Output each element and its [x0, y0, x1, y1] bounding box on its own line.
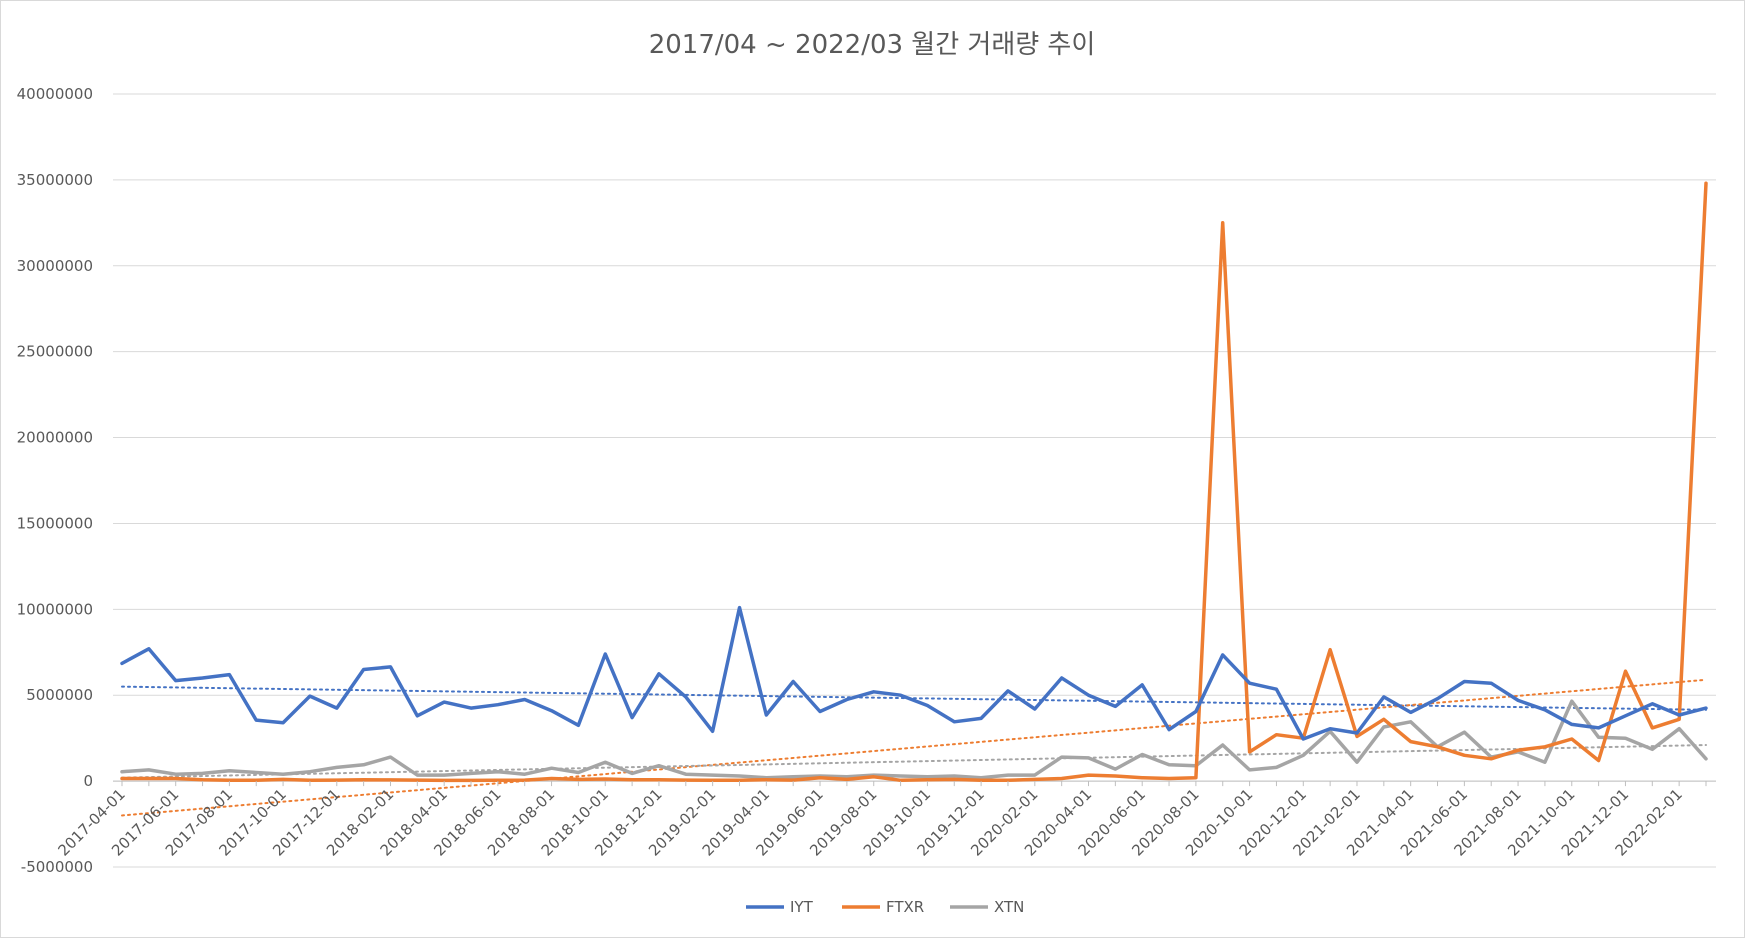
x-axis-tick-labels: 2017-04-012017-06-012017-08-012017-10-01…	[54, 781, 1707, 860]
legend-label-ftxr: FTXR	[886, 898, 924, 916]
series-line-ftxr	[120, 181, 1708, 783]
y-tick-label: 15000000	[17, 514, 93, 532]
y-tick-label: 30000000	[17, 257, 93, 275]
chart-title: 2017/04 ~ 2022/03 월간 거래량 추이	[649, 30, 1096, 60]
series-lines	[120, 181, 1708, 783]
y-tick-label: 25000000	[17, 343, 93, 361]
y-tick-label: 0	[83, 772, 93, 790]
legend-label-iyt: IYT	[790, 898, 814, 916]
y-tick-label: 10000000	[17, 600, 93, 618]
legend-label-xtn: XTN	[994, 898, 1024, 916]
y-tick-label: 20000000	[17, 429, 93, 447]
trendline-xtn	[121, 744, 1707, 779]
y-tick-label: -5000000	[21, 858, 93, 876]
legend: IYT FTXR XTN	[746, 898, 1024, 916]
trendline-iyt	[121, 685, 1707, 711]
y-tick-label: 40000000	[17, 85, 93, 103]
y-tick-label: 35000000	[17, 171, 93, 189]
trendline-ftxr	[121, 678, 1707, 817]
series-line-iyt	[120, 605, 1708, 741]
y-tick-label: 5000000	[26, 686, 93, 704]
gridlines	[113, 93, 1716, 868]
y-axis-tick-labels: -5000000 0 5000000 10000000 15000000 20000000…	[17, 85, 93, 876]
series-line-xtn	[120, 699, 1708, 780]
trendlines	[121, 678, 1707, 817]
